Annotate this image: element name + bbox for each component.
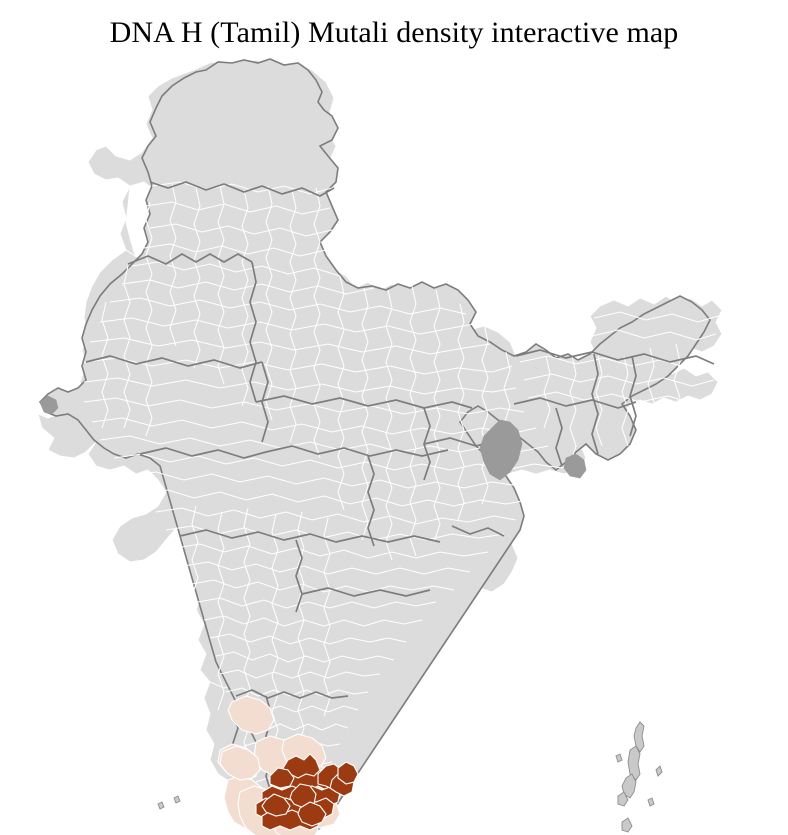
tn-brown-district-8[interactable]	[262, 794, 290, 816]
lakshadweep-islands[interactable]	[158, 796, 180, 835]
tn-brown-district-10[interactable]	[298, 802, 326, 826]
state-border-group	[85, 181, 715, 835]
shaded-coastal-districts	[39, 395, 587, 481]
india-silhouette	[38, 58, 711, 835]
page-title: DNA H (Tamil) Mutali density interactive…	[109, 16, 679, 49]
tn-brown-district-11[interactable]	[270, 768, 294, 788]
karnataka-low-density-district[interactable]	[218, 744, 260, 780]
tn-peach-district-nilgiri[interactable]	[228, 696, 274, 734]
ka-peach-district-bengaluru[interactable]	[220, 746, 260, 780]
tn-brown-district-12[interactable]	[338, 762, 358, 784]
central-tamil-nadu-high-density-cluster[interactable]	[256, 754, 358, 830]
sundarban-shaded	[563, 453, 587, 479]
india-outline-group	[38, 58, 711, 835]
india-map-svg[interactable]	[0, 56, 788, 835]
interactive-map[interactable]	[0, 56, 788, 835]
tn-brown-district-5[interactable]	[282, 754, 320, 778]
kutch-tip-shaded	[39, 395, 59, 415]
andaman-nicobar-islands[interactable]	[616, 722, 670, 835]
godavari-delta-shaded	[479, 419, 523, 481]
